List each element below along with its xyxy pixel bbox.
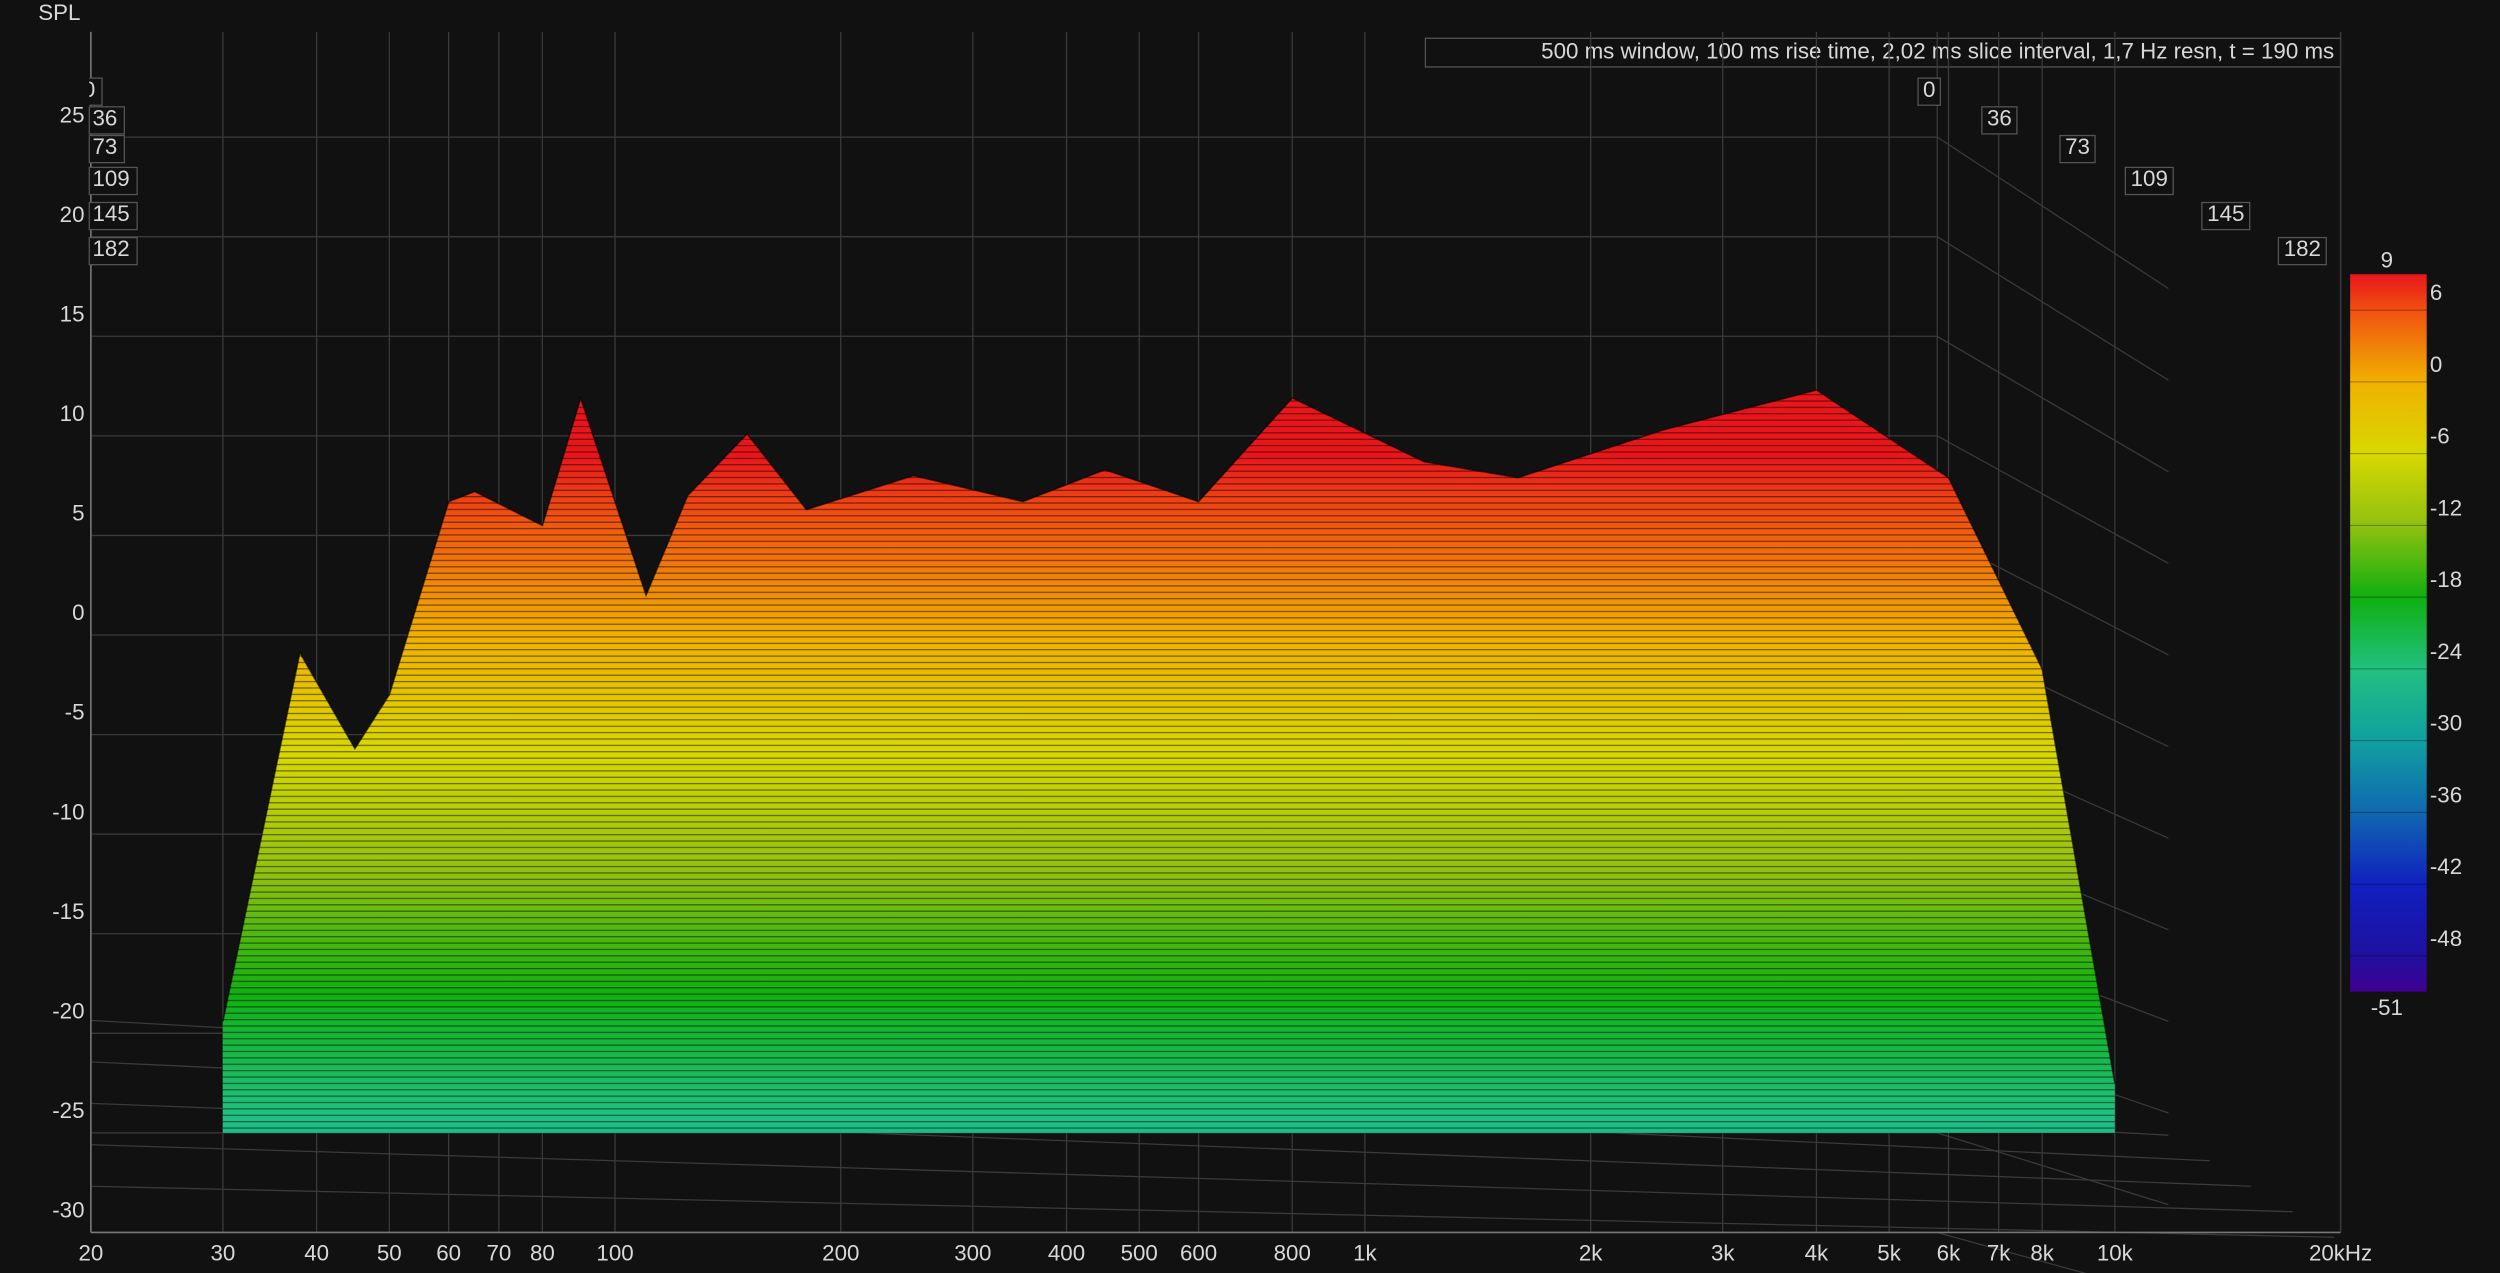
x-tick-label: 2k [1579,1241,1603,1266]
y-tick-label: 20 [60,202,85,227]
x-tick-label: 6k [1937,1241,1961,1266]
z-tick-box [2277,236,2327,266]
z-tick-label: 145 [2207,201,2244,226]
x-tick-label: 30 [211,1241,236,1266]
y-tick-label: 15 [60,301,85,326]
x-tick-label: 80 [530,1241,555,1266]
colorbar-label: -48 [2430,926,2462,951]
colorbar-label: -24 [2430,639,2462,664]
x-tick-label: 8k [2030,1241,2054,1266]
x-tick-label: 400 [1048,1241,1085,1266]
z-tick-box [2059,134,2096,164]
y-axis-label: SPL [38,0,80,25]
y-tick-label: 5 [72,501,84,526]
surface-slices [222,389,2115,1133]
y-tick-label: -10 [52,799,84,824]
colorbar-label: -18 [2430,567,2462,592]
z-tick-box [2124,166,2174,196]
z-tick-label: 182 [2284,236,2321,261]
z-tick-label: 145 [92,201,129,226]
x-tick-label: 100 [596,1241,633,1266]
x-tick-label: 5k [1877,1241,1901,1266]
plot-root: SPL 500 ms window, 100 ms rise time, 2,0… [38,0,2462,1273]
colorbar-label: 6 [2430,280,2442,305]
x-tick-label: 3k [1711,1241,1735,1266]
z-tick-label: 73 [2065,134,2090,159]
x-tick-label: 50 [377,1241,402,1266]
y-tick-label: -15 [52,899,84,924]
x-tick-label: 200 [822,1241,859,1266]
z-tick-label: 182 [92,236,129,261]
z-tick-label: 73 [92,134,117,159]
z-tick-box [1917,77,1942,106]
z-tick-box [1981,106,2018,135]
y-tick-label: -25 [52,1098,84,1123]
colorbar-label: -12 [2430,495,2462,520]
left-cover [63,71,90,107]
x-tick-label: 1k [1353,1241,1377,1266]
floor-line [90,1185,2335,1238]
y-tick-label: -20 [52,998,84,1023]
x-tick-label: 70 [486,1241,511,1266]
colorbar-label: 0 [2430,352,2442,377]
z-tick-label: 0 [1923,77,1935,102]
x-tick-label: 800 [1274,1241,1311,1266]
z-tick-label: 109 [2131,166,2168,191]
x-tick-label: 4k [1805,1241,1829,1266]
x-tick-label: 60 [436,1241,461,1266]
colorbar-label: -30 [2430,711,2462,736]
colorbar-label: -51 [2371,995,2403,1020]
z-tick-box [88,134,126,164]
y-tick-label: 10 [60,401,85,426]
x-tick-label: 10k [2097,1241,2134,1266]
y-tick-label: -30 [52,1198,84,1223]
colorbar-label: -42 [2430,854,2462,879]
floor-line [90,1144,2293,1213]
colorbar-label: -6 [2430,424,2450,449]
colorbar [2350,274,2427,992]
x-tick-label: 600 [1180,1241,1217,1266]
z-tick-box [88,201,138,231]
z-tick-label: 36 [92,105,117,130]
y-tick-label: 0 [72,600,84,625]
grid-line [90,136,2169,290]
grid-line [90,236,2169,381]
x-tick-label: 500 [1121,1241,1158,1266]
x-tick-label: 300 [954,1241,991,1266]
z-tick-box [88,106,126,135]
z-tick-box [88,236,138,266]
surface-edge [222,389,2116,1084]
z-tick-label: 109 [92,166,129,191]
x-tick-label: 40 [304,1241,329,1266]
x-tick-label: 20 [78,1241,103,1266]
x-tick-label: 7k [1987,1241,2011,1266]
z-tick-box [88,166,138,196]
x-tick-label: 20kHz [2309,1241,2372,1266]
title-box [1424,37,2342,68]
colorbar-label: 9 [2381,247,2393,272]
colorbar-label: -36 [2430,782,2462,807]
z-tick-box [2201,201,2251,231]
y-tick-label: -5 [65,700,85,725]
z-tick-label: 36 [1987,105,2012,130]
